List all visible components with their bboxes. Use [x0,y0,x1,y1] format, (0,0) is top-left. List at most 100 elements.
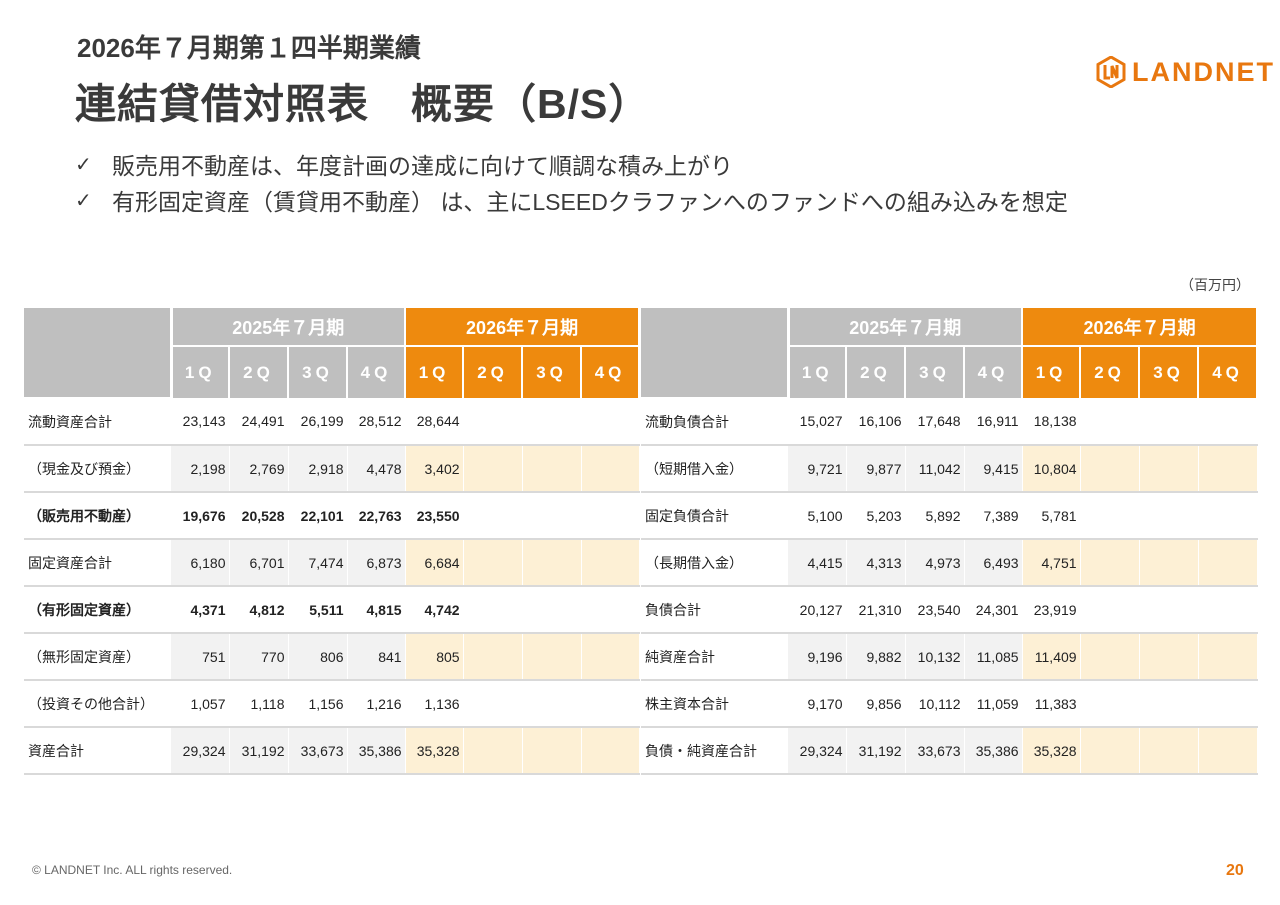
value-cell [1080,586,1140,634]
value-cell: 806 [288,633,348,681]
value-cell [463,492,523,540]
value-cell: 9,170 [788,680,847,728]
value-cell [1139,492,1199,540]
value-cell: 1,136 [405,680,464,728]
value-cell: 19,676 [171,492,230,540]
value-cell [522,680,582,728]
value-cell: 33,673 [288,727,348,775]
bullet-text: 販売用不動産は、年度計画の達成に向けて順調な積み上がり [112,153,733,179]
liabilities-table: 2025年７月期 2026年７月期 1Q 2Q 3Q 4Q 1Q 2Q 3Q 4… [641,308,1259,775]
label-header [24,308,173,399]
value-cell [1198,586,1258,634]
value-cell: 9,721 [788,445,847,493]
value-cell [581,492,640,540]
value-cell: 24,491 [229,398,289,446]
value-cell: 2,198 [171,445,230,493]
quarter-header: 1Q [171,346,230,398]
value-cell: 5,511 [288,586,348,634]
value-cell: 9,856 [846,680,906,728]
value-cell [581,633,640,681]
value-cell: 1,118 [229,680,289,728]
value-cell [1080,492,1140,540]
check-icon: ✓ [75,153,92,176]
quarter-header: 2Q [229,346,289,398]
page-subtitle: 2026年７月期第１四半期業績 [77,33,421,63]
value-cell [1139,727,1199,775]
logo-text: LANDNET [1132,56,1275,87]
company-logo: LANDNET [1096,55,1275,89]
value-cell [581,539,640,587]
bullet-list: ✓ 販売用不動産は、年度計画の達成に向けて順調な積み上がり ✓ 有形固定資産（賃… [75,146,1068,218]
row-label: 流動負債合計 [641,398,788,446]
value-cell: 770 [229,633,289,681]
value-cell: 4,415 [788,539,847,587]
value-cell [1198,727,1258,775]
value-cell [522,586,582,634]
year-prev-header: 2025年７月期 [171,308,407,347]
quarter-header: 3Q [522,346,583,398]
value-cell: 3,402 [405,445,464,493]
value-cell: 23,143 [171,398,230,446]
value-cell: 17,648 [905,398,965,446]
value-cell: 9,196 [788,633,847,681]
table-row: 流動負債合計 15,027 16,106 17,648 16,911 18,138 [641,398,1258,446]
value-cell: 841 [347,633,406,681]
value-cell: 9,882 [846,633,906,681]
value-cell: 4,815 [347,586,406,634]
row-label: 固定資産合計 [24,539,171,587]
value-cell: 35,328 [405,727,464,775]
row-label: 負債合計 [641,586,788,634]
value-cell: 4,371 [171,586,230,634]
page-title: 連結貸借対照表 概要（B/S） [75,81,651,127]
value-cell [522,492,582,540]
value-cell: 7,474 [288,539,348,587]
value-cell: 35,328 [1022,727,1081,775]
row-label: （短期借入金） [641,445,788,493]
value-cell: 6,180 [171,539,230,587]
copyright: © LANDNET Inc. ALL rights reserved. [32,863,233,877]
value-cell: 5,100 [788,492,847,540]
quarter-header: 4Q [347,346,407,398]
quarter-header: 2Q [1080,346,1141,398]
value-cell: 31,192 [846,727,906,775]
value-cell: 20,127 [788,586,847,634]
value-cell: 4,751 [1022,539,1081,587]
value-cell [1198,398,1258,446]
value-cell: 16,106 [846,398,906,446]
value-cell: 23,540 [905,586,965,634]
value-cell: 23,919 [1022,586,1081,634]
value-cell: 5,781 [1022,492,1081,540]
row-label: （有形固定資産） [24,586,171,634]
value-cell: 29,324 [788,727,847,775]
table-row: 負債・純資産合計 29,324 31,192 33,673 35,386 35,328 [641,727,1258,775]
value-cell: 29,324 [171,727,230,775]
table-row: （無形固定資産） 751 770 806 841 805 [24,633,640,681]
table-row: （現金及び預金） 2,198 2,769 2,918 4,478 3,402 [24,445,640,493]
value-cell [1139,398,1199,446]
quarter-header: 3Q [905,346,965,398]
row-label: 負債・純資産合計 [641,727,788,775]
value-cell [522,633,582,681]
table-row: 流動資産合計 23,143 24,491 26,199 28,512 28,644 [24,398,640,446]
value-cell [463,680,523,728]
value-cell: 9,877 [846,445,906,493]
value-cell: 6,493 [964,539,1023,587]
value-cell [1080,633,1140,681]
value-cell: 11,383 [1022,680,1081,728]
value-cell: 24,301 [964,586,1023,634]
value-cell [581,398,640,446]
value-cell [1198,492,1258,540]
value-cell: 20,528 [229,492,289,540]
row-label: （投資その他合計） [24,680,171,728]
value-cell: 2,769 [229,445,289,493]
value-cell: 4,478 [347,445,406,493]
table-row: 純資産合計 9,196 9,882 10,132 11,085 11,409 [641,633,1258,681]
value-cell: 28,512 [347,398,406,446]
value-cell: 31,192 [229,727,289,775]
value-cell: 26,199 [288,398,348,446]
row-label: 流動資産合計 [24,398,171,446]
bullet-text: 有形固定資産（賃貸用不動産） は、主にLSEEDクラファンへのファンドへの組み込… [112,189,1068,215]
table-row: （長期借入金） 4,415 4,313 4,973 6,493 4,751 [641,539,1258,587]
quarter-header: 2Q [463,346,524,398]
value-cell: 16,911 [964,398,1023,446]
